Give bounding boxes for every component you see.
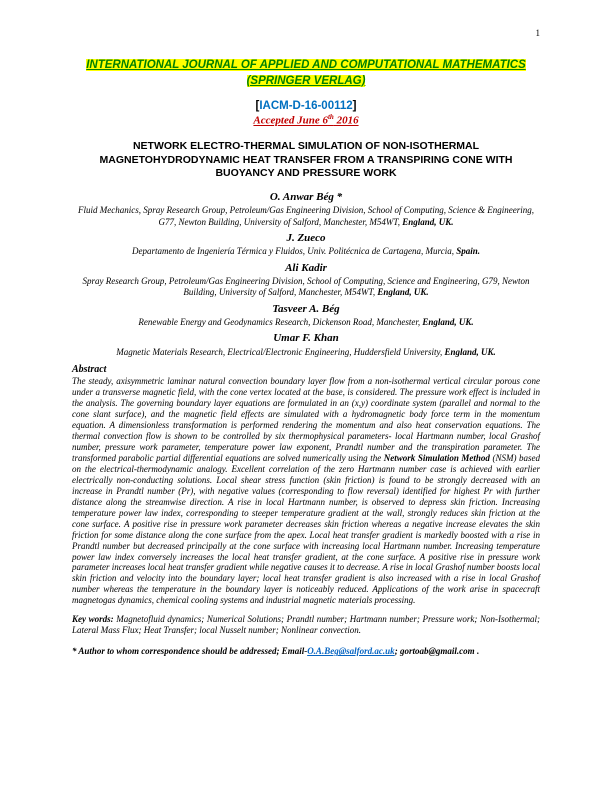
accepted-prefix: Accepted June 6 bbox=[253, 115, 328, 127]
journal-heading: INTERNATIONAL JOURNAL OF APPLIED AND COM… bbox=[72, 58, 540, 89]
author-affil-4: Magnetic Materials Research, Electrical/… bbox=[72, 347, 540, 358]
corr-email-1[interactable]: O.A.Beg@salford.ac.uk bbox=[307, 646, 395, 656]
ref-code: IACM-D-16-00112 bbox=[259, 100, 352, 112]
author-name-0: O. Anwar Bég * bbox=[72, 191, 540, 204]
author-affil-2: Spray Research Group, Petroleum/Gas Engi… bbox=[72, 276, 540, 299]
affil-loc-1: Spain. bbox=[456, 246, 480, 256]
author-name-4: Umar F. Khan bbox=[72, 332, 540, 345]
author-affil-3: Renewable Energy and Geodynamics Researc… bbox=[72, 317, 540, 328]
abstract-body: The steady, axisymmetric laminar natural… bbox=[72, 376, 540, 606]
accepted-date: Accepted June 6th 2016 bbox=[72, 113, 540, 128]
corr-email-2: gortoab@gmail.com bbox=[400, 646, 475, 656]
affil-loc-0: England, UK. bbox=[402, 217, 453, 227]
paper-title: NETWORK ELECTRO-THERMAL SIMULATION OF NO… bbox=[80, 140, 532, 181]
corr-suffix: . bbox=[475, 646, 480, 656]
journal-title-line1: INTERNATIONAL JOURNAL OF APPLIED AND COM… bbox=[86, 59, 526, 71]
keywords-text: Magnetofluid dynamics; Numerical Solutio… bbox=[72, 614, 540, 635]
affil-text-2: Spray Research Group, Petroleum/Gas Engi… bbox=[83, 276, 530, 297]
author-name-3: Tasveer A. Bég bbox=[72, 303, 540, 316]
accepted-year: 2016 bbox=[334, 115, 359, 127]
corresponding-author: * Author to whom correspondence should b… bbox=[72, 646, 540, 657]
journal-title-line2: (SPRINGER VERLAG) bbox=[247, 75, 366, 87]
keywords-label: Key words: bbox=[72, 614, 114, 624]
abstract-nsm: Network Simulation Method bbox=[384, 453, 490, 463]
abstract-heading: Abstract bbox=[72, 364, 540, 376]
abstract-nsm-abbr: (NSM) bbox=[490, 453, 517, 463]
affil-text-3: Renewable Energy and Geodynamics Researc… bbox=[138, 317, 422, 327]
affil-text-1: Departamento de Ingeniería Térmica y Flu… bbox=[132, 246, 456, 256]
affil-text-4: Magnetic Materials Research, Electrical/… bbox=[116, 347, 444, 357]
author-affil-1: Departamento de Ingeniería Térmica y Flu… bbox=[72, 246, 540, 257]
ref-bracket-close: ] bbox=[353, 100, 357, 112]
abstract-part1: The steady, axisymmetric laminar natural… bbox=[72, 376, 540, 463]
affil-loc-4: England, UK. bbox=[444, 347, 495, 357]
affil-text-0: Fluid Mechanics, Spray Research Group, P… bbox=[78, 205, 534, 226]
manuscript-reference: [IACM-D-16-00112] bbox=[72, 99, 540, 113]
author-affil-0: Fluid Mechanics, Spray Research Group, P… bbox=[72, 205, 540, 228]
affil-loc-3: England, UK. bbox=[422, 317, 473, 327]
affil-loc-2: England, UK. bbox=[377, 287, 428, 297]
author-name-1: J. Zueco bbox=[72, 232, 540, 245]
author-name-2: Ali Kadir bbox=[72, 262, 540, 275]
abstract-part2: based on the electrical-thermodynamic an… bbox=[72, 453, 540, 606]
keywords: Key words: Magnetofluid dynamics; Numeri… bbox=[72, 614, 540, 636]
corr-prefix: * Author to whom correspondence should b… bbox=[72, 646, 307, 656]
page-number: 1 bbox=[536, 28, 541, 39]
